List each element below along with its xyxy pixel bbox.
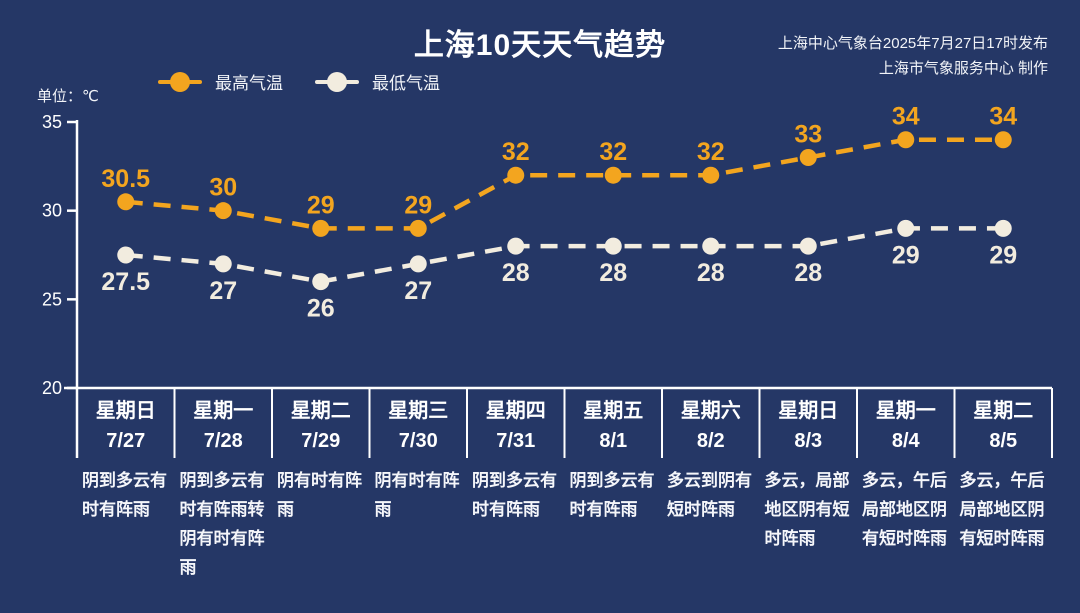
low-temp-point — [409, 255, 427, 273]
attribution: 上海中心气象台2025年7月27日17时发布 上海市气象服务中心 制作 — [778, 31, 1048, 81]
low-temp-value-label: 26 — [307, 295, 335, 323]
low-temp-point — [117, 246, 135, 264]
high-temp-point — [117, 193, 135, 211]
low-temp-point — [897, 219, 915, 237]
high-temp-value-label: 30.5 — [101, 165, 150, 193]
low-temp-value-label: 28 — [599, 259, 627, 287]
day-date-label: 7/28 — [204, 430, 243, 452]
low-temp-value-label: 27.5 — [101, 268, 150, 296]
high-temp-point — [214, 202, 232, 220]
day-date-label: 8/5 — [989, 430, 1017, 452]
day-name-label: 星期日 — [96, 399, 156, 422]
low-temp-point — [507, 237, 525, 255]
low-temp-point — [799, 237, 817, 255]
day-date-label: 7/30 — [399, 430, 438, 452]
day-name-label: 星期三 — [388, 399, 448, 422]
day-date-label: 7/31 — [496, 430, 535, 452]
high-temp-value-label: 34 — [892, 103, 920, 131]
low-temp-value-label: 27 — [209, 277, 237, 305]
day-name-label: 星期四 — [486, 399, 546, 422]
day-date-label: 8/4 — [892, 430, 921, 452]
attribution-producer-line: 上海市气象服务中心 制作 — [878, 60, 1048, 77]
legend-dot — [170, 71, 190, 92]
high-temp-value-label: 29 — [307, 191, 335, 219]
day-name-label: 星期六 — [681, 399, 741, 422]
high-temp-point — [507, 166, 525, 184]
high-temp-value-label: 32 — [502, 138, 530, 166]
y-tick-label: 30 — [42, 201, 62, 221]
high-temp-value-label: 29 — [404, 191, 432, 219]
legend: 最高气温 最低气温 — [158, 69, 440, 94]
high-temp-point — [994, 131, 1012, 149]
day-name-label: 星期五 — [583, 399, 643, 422]
y-tick-label: 25 — [42, 289, 62, 309]
high-temp-value-label: 30 — [209, 174, 237, 202]
high-temp-value-label: 34 — [989, 103, 1017, 131]
low-temp-point — [312, 273, 330, 291]
high-temp-value-label: 32 — [599, 138, 627, 166]
day-date-label: 8/1 — [599, 430, 627, 452]
high-temp-point — [312, 219, 330, 237]
low-temp-point — [214, 255, 232, 273]
low-temp-point — [994, 219, 1012, 237]
low-temp-value-label: 29 — [892, 241, 920, 269]
high-temp-point — [799, 148, 817, 166]
high-temp-value-label: 33 — [794, 120, 822, 148]
high-temp-point — [897, 131, 915, 149]
day-name-label: 星期一 — [876, 399, 936, 422]
unit-label: 单位：℃ — [37, 88, 99, 105]
day-name-label: 星期一 — [193, 399, 253, 422]
low-temp-point — [604, 237, 622, 255]
legend-label: 最高气温 — [215, 74, 283, 93]
legend-item-high-temp: 最高气温 — [158, 69, 283, 94]
low-temp-value-label: 28 — [697, 259, 725, 287]
legend-label: 最低气温 — [372, 74, 440, 93]
high-temp-line — [125, 137, 1004, 231]
y-tick-label: 20 — [42, 378, 62, 398]
high-temp-point — [702, 166, 720, 184]
legend-item-low-temp: 最低气温 — [315, 69, 440, 94]
high-temp-point — [409, 219, 427, 237]
low-temp-value-label: 28 — [502, 259, 530, 287]
y-tick-label: 35 — [42, 112, 62, 132]
day-name-label: 星期二 — [973, 399, 1033, 422]
legend-dot — [327, 71, 347, 92]
low-temp-value-label: 29 — [989, 241, 1017, 269]
low-temp-marker-icon — [315, 71, 359, 93]
day-date-label: 8/2 — [697, 430, 725, 452]
day-name-label: 星期日 — [778, 399, 838, 422]
high-temp-value-label: 32 — [697, 138, 725, 166]
low-temp-point — [702, 237, 720, 255]
attribution-issued-line: 上海中心气象台2025年7月27日17时发布 — [777, 35, 1048, 52]
low-temp-value-label: 27 — [404, 277, 432, 305]
high-temp-point — [604, 166, 622, 184]
low-temp-line — [125, 226, 1004, 284]
day-date-label: 7/29 — [301, 430, 340, 452]
day-name-label: 星期二 — [291, 399, 351, 422]
low-temp-value-label: 28 — [794, 259, 822, 287]
day-date-label: 8/3 — [794, 430, 822, 452]
page-title: 上海10天天气趋势 — [413, 29, 667, 62]
day-date-label: 7/27 — [106, 430, 145, 452]
high-temp-marker-icon — [158, 71, 202, 93]
